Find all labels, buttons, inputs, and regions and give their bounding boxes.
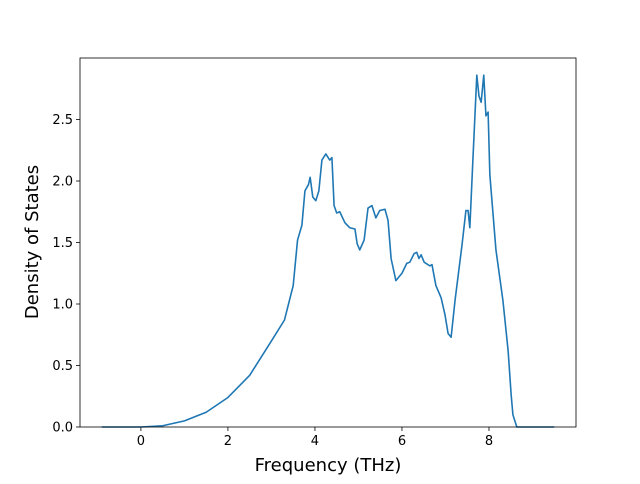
y-tick-label: 0.0 [52,421,73,436]
plot-frame [79,57,577,428]
x-tick-label: 2 [224,434,232,449]
y-tick-label: 2.0 [52,175,73,190]
y-tick-label: 1.0 [52,298,73,313]
x-axis-label: Frequency (THz) [255,455,402,476]
x-tick-label: 8 [485,434,493,449]
y-tick-label: 1.5 [52,236,73,251]
y-axis-label: Density of States [22,165,43,319]
y-tick-label: 2.5 [52,113,73,128]
x-tick-label: 4 [311,434,319,449]
y-tick-label: 0.5 [52,359,73,374]
x-tick-label: 0 [137,434,145,449]
x-tick-label: 6 [398,434,406,449]
line-series [101,74,555,428]
